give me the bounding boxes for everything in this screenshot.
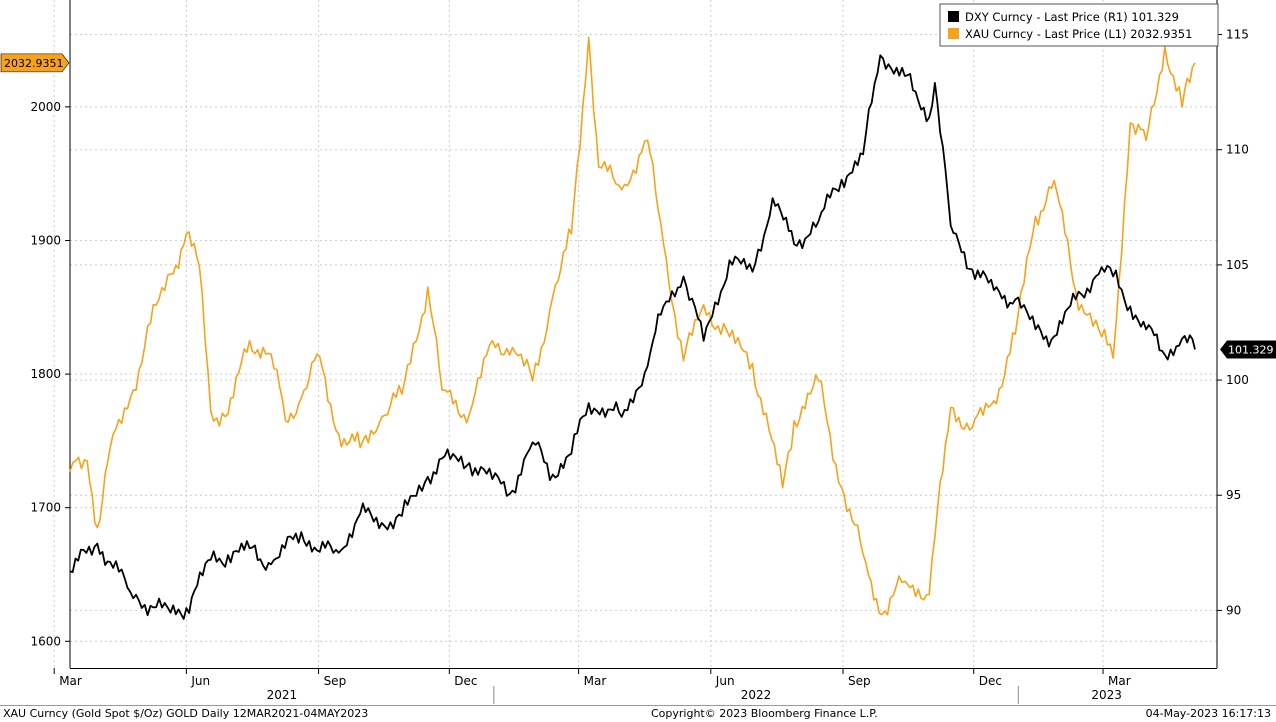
x-year-label: 2021 xyxy=(267,688,298,702)
legend-swatch-dxy xyxy=(948,11,959,22)
right-tick-label: 110 xyxy=(1226,143,1249,157)
x-tick-label: Dec xyxy=(454,674,477,688)
x-axis: Mar Jun Sep Dec Mar Jun Sep Dec Mar 2021 2022 2023 xyxy=(53,668,1131,704)
footer-left: XAU Curncy (Gold Spot $/Oz) GOLD Daily 1… xyxy=(3,707,368,720)
legend-swatch-xau xyxy=(948,28,959,39)
x-tick-label: Mar xyxy=(584,674,607,688)
x-tick-label: Dec xyxy=(979,674,1002,688)
x-year-label: 2022 xyxy=(741,688,772,702)
left-tick-label: 1800 xyxy=(30,367,61,381)
x-tick-label: Jun xyxy=(190,674,210,688)
legend-box xyxy=(939,3,1219,47)
footer-right: 04-May-2023 16:17:13 xyxy=(1146,707,1271,720)
left-last-value-tag: 2032.9351 xyxy=(0,53,70,73)
x-tick-label: Sep xyxy=(324,674,347,688)
right-last-value-tag-shape xyxy=(1220,340,1276,359)
right-tick-label: 90 xyxy=(1226,603,1241,617)
left-axis: 1600 1700 1800 1900 2000 xyxy=(30,100,70,648)
right-last-value-tag-text: 101.329 xyxy=(1228,343,1274,356)
series-layer xyxy=(69,36,1196,620)
plot-frame xyxy=(0,0,1276,706)
legend-label-dxy: DXY Curncy - Last Price (R1) 101.329 xyxy=(965,10,1179,24)
x-tick-label: Mar xyxy=(1108,674,1131,688)
right-tick-label: 100 xyxy=(1226,373,1249,387)
series-line-dxy xyxy=(69,54,1196,620)
footer-center: Copyright© 2023 Bloomberg Finance L.P. xyxy=(651,707,878,720)
series-line-xau xyxy=(69,36,1196,616)
right-tick-label: 105 xyxy=(1226,258,1249,272)
x-tick-label: Sep xyxy=(848,674,871,688)
legend-label-xau: XAU Curncy - Last Price (L1) 2032.9351 xyxy=(965,27,1192,41)
x-tick-label: Jun xyxy=(715,674,735,688)
legend: DXY Curncy - Last Price (R1) 101.329 XAU… xyxy=(939,3,1219,47)
left-tick-label: 1600 xyxy=(30,634,61,648)
left-tick-label: 1900 xyxy=(30,233,61,247)
x-tick-label: Mar xyxy=(59,674,82,688)
grid-lines xyxy=(53,0,1217,668)
right-tick-label: 95 xyxy=(1226,488,1241,502)
right-tick-label: 115 xyxy=(1226,28,1249,42)
right-axis: 90 95 100 105 110 115 xyxy=(1217,28,1249,617)
left-tick-label: 2000 xyxy=(30,100,61,114)
left-tick-label: 1700 xyxy=(30,501,61,515)
left-last-value-tag-shape xyxy=(0,53,70,73)
left-last-value-tag-text: 2032.9351 xyxy=(4,57,64,70)
x-year-label: 2023 xyxy=(1091,688,1122,702)
right-last-value-tag: 101.329 xyxy=(1220,340,1276,359)
